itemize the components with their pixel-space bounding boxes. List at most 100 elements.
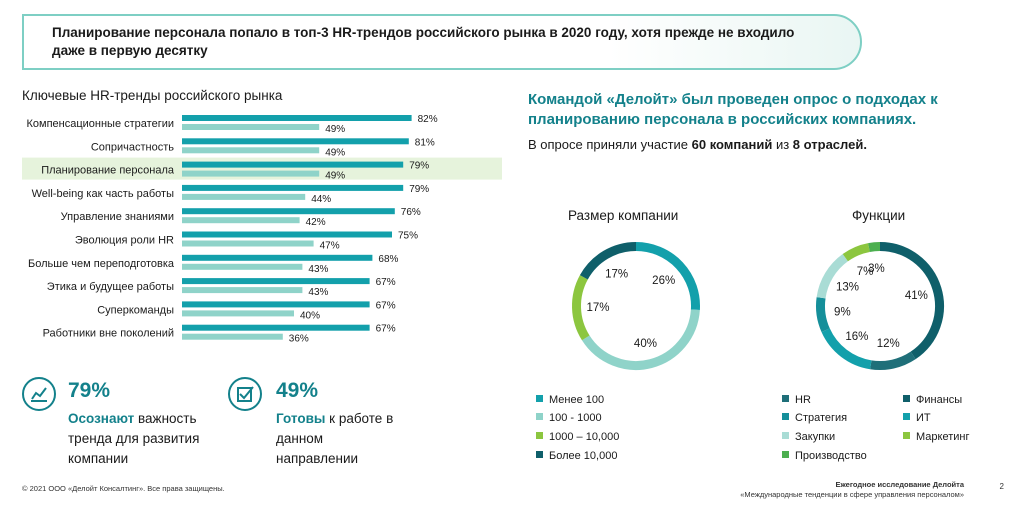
bar-ready [182,147,320,154]
category-label: Этика и будущее работы [47,281,174,293]
donut-slice-label: 17% [587,302,610,314]
bar-aware [182,254,373,261]
stat-ready-line3: направлении [276,451,359,466]
donut-slice-label: 3% [868,263,885,275]
bar-aware-label: 82% [418,114,438,125]
legend-label: 100 - 1000 [549,412,602,424]
stat-aware-value: 79% [68,379,111,402]
category-label: Суперкоманды [97,304,174,316]
category-label: Компенсационные стратегии [26,118,174,130]
donut-slice-label: 9% [834,306,851,318]
stat-aware-line2: тренда для развития [68,431,200,446]
legend-size-item: 1000 – 10,000 [536,431,619,443]
legend-swatch [536,413,543,420]
legend-label: Более 10,000 [549,450,618,462]
bar-ready [182,124,320,130]
stat-ready-line2: данном [276,431,324,446]
survey-subtitle: В опросе приняли участие 60 компаний из … [528,137,867,152]
bar-aware-label: 75% [398,231,418,242]
legend-functions-item: Финансы [903,394,962,406]
legend-swatch [536,432,543,439]
bar-ready [182,333,283,340]
legend-swatch [782,451,789,458]
legend-swatch [782,413,789,420]
stat-aware-text: Осознают важность тренда для развития ко… [68,409,218,469]
legend-functions-item: Маркетинг [903,431,969,443]
bar-ready-label: 49% [325,147,345,158]
legend-label: Менее 100 [549,394,605,406]
donut-slice [816,297,830,333]
bar-ready-label: 44% [311,194,331,205]
headline-text: Планирование персонала попало в топ-3 HR… [52,25,795,58]
donut-slice-label: 13% [836,281,859,293]
survey-sub-prefix: В опросе приняли участие [528,137,692,152]
bar-ready-label: 43% [308,264,328,275]
legend-swatch [903,413,910,420]
category-label: Управление знаниями [61,211,174,223]
donut-slice-label: 17% [605,268,628,280]
bar-aware [182,231,392,238]
bar-ready [182,287,303,294]
report-caption: Ежегодное исследование Делойта «Междунар… [740,480,964,500]
bar-aware [182,115,412,121]
bar-ready-label: 49% [325,171,345,182]
legend-functions-item: Стратегия [782,412,847,424]
category-label: Работники вне поколений [43,328,174,340]
legend-swatch [903,432,910,439]
headline-banner: Планирование персонала попало в топ-3 HR… [22,14,862,70]
stat-ready-value: 49% [276,379,319,402]
donut-slice [870,351,916,370]
stat-ready-line1: к работе в [325,411,394,426]
report-subtitle: «Международные тенденции в сфере управле… [740,490,964,499]
legend-label: Маркетинг [916,431,970,443]
bar-ready-label: 42% [306,217,326,228]
bar-ready [182,263,303,270]
bar-aware-label: 67% [376,300,396,311]
stat-ready-highlight: Готовы [276,411,326,426]
report-title: Ежегодное исследование Делойта [835,480,964,489]
bar-aware [182,138,409,145]
bar-ready-label: 47% [320,241,340,252]
donut-slice [579,242,637,280]
line-chart-icon [22,377,56,411]
donut-slice-label: 41% [905,290,928,302]
donut-slice [821,328,872,370]
bar-ready [182,193,306,200]
legend-functions-item: HR [782,394,811,406]
trends-chart-title: Ключевые HR-тренды российского рынка [22,88,283,103]
checkbox-icon [228,377,262,411]
category-label: Well-being как часть работы [32,188,174,200]
bar-aware-label: 68% [378,254,398,265]
stat-aware-highlight: Осознают [68,411,135,426]
bar-aware [182,324,370,331]
bar-ready-label: 43% [308,287,328,298]
legend-swatch [782,395,789,402]
category-label: Эволюция роли HR [75,235,174,247]
legend-functions-item: Производство [782,450,867,462]
legend-swatch [782,432,789,439]
copyright: © 2021 ООО «Делойт Консалтинг». Все прав… [22,484,225,493]
bar-ready [182,217,300,224]
donut-slice [816,253,849,299]
bar-ready [182,310,294,317]
donut-slice [879,242,944,360]
survey-industries: 8 отраслей. [792,137,867,152]
donut-slice [635,242,700,311]
bar-aware-label: 79% [409,184,429,195]
bar-ready [182,240,314,247]
bar-ready-label: 36% [289,334,309,345]
bar-aware [182,184,404,191]
bar-ready-label: 40% [300,310,320,321]
legend-swatch [536,451,543,458]
category-label: Сопричастность [91,141,174,153]
legend-size-item: 100 - 1000 [536,412,602,424]
bar-aware [182,161,404,168]
stat-aware-line1: важность [134,411,197,426]
donut-slice [842,243,870,262]
legend-label: Закупки [795,431,836,443]
legend-label: HR [795,394,811,406]
category-label: Планирование персонала [41,165,175,177]
legend-label: Производство [795,450,867,462]
legend-label: Стратегия [795,412,848,424]
donut-slice-label: 12% [877,338,900,350]
